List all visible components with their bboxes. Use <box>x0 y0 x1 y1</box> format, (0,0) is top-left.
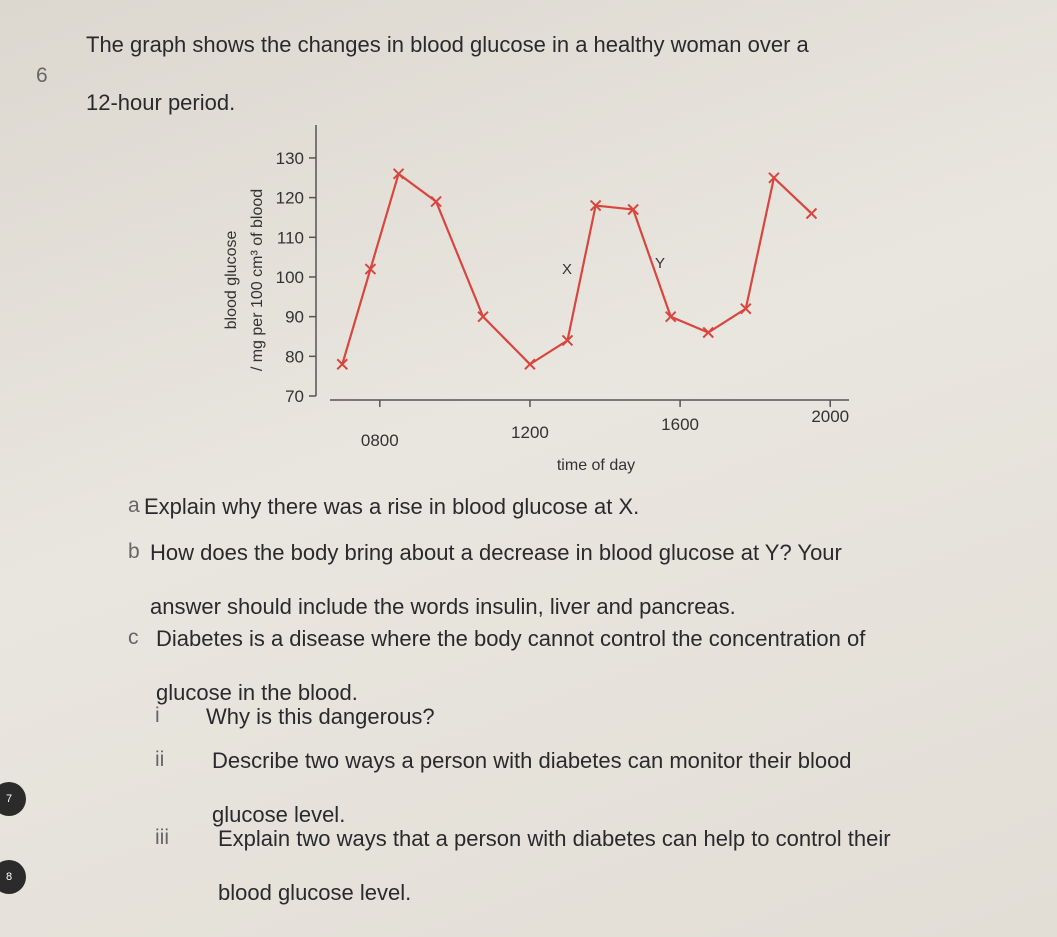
y-axis-label: blood glucose <box>223 231 240 330</box>
data-line <box>341 171 813 366</box>
y-tick-label: 110 <box>277 228 304 247</box>
data-point <box>477 310 489 323</box>
data-point <box>524 358 536 370</box>
part-label: a <box>128 494 140 517</box>
y-tick-label: 100 <box>276 268 304 287</box>
y-tick-label: 130 <box>276 149 304 168</box>
side-marker: 7 <box>0 782 26 816</box>
data-point <box>665 310 677 323</box>
part-text: answer should include the words insulin,… <box>150 594 736 619</box>
y-tick-label: 120 <box>276 189 304 208</box>
question-text: The graph shows the changes in blood glu… <box>86 32 809 57</box>
part-text: glucose in the blood. <box>156 680 358 705</box>
data-point <box>561 334 574 347</box>
data-point <box>805 207 818 220</box>
part-label: i <box>155 704 160 727</box>
data-point <box>627 203 639 216</box>
part-label: iii <box>155 826 169 849</box>
data-point <box>589 199 602 212</box>
x-axis-label: time of day <box>557 457 635 474</box>
data-point <box>430 195 442 208</box>
part-text: How does the body bring about a decrease… <box>150 540 842 565</box>
part-text: glucose level. <box>212 802 346 827</box>
data-point <box>336 358 348 370</box>
part-text: Explain why there was a rise in blood gl… <box>144 494 640 519</box>
part-text: Explain two ways that a person with diab… <box>218 826 891 851</box>
x-tick-label: 0800 <box>361 431 399 450</box>
annotation: Y <box>655 255 665 272</box>
part-label: ii <box>155 748 165 771</box>
y-tick-label: 80 <box>285 347 304 366</box>
x-tick-label: 1200 <box>511 423 549 442</box>
part-text: Why is this dangerous? <box>206 704 435 729</box>
data-point <box>768 172 780 184</box>
y-tick-label: 90 <box>285 308 304 327</box>
question-text: 12-hour period. <box>86 90 236 115</box>
part-text: Diabetes is a disease where the body can… <box>156 626 866 651</box>
part-text: blood glucose level. <box>218 880 412 905</box>
annotation: X <box>562 261 572 278</box>
question-number: 6 <box>36 64 48 87</box>
y-tick-label: 70 <box>285 387 304 406</box>
data-point <box>702 326 714 339</box>
part-label: b <box>128 540 140 563</box>
x-tick-label: 2000 <box>811 407 849 426</box>
y-axis-label: / mg per 100 cm³ of blood <box>249 189 266 371</box>
data-point <box>364 263 377 275</box>
side-marker: 8 <box>0 860 26 894</box>
part-text: Describe two ways a person with diabetes… <box>212 748 852 773</box>
data-point <box>740 303 752 315</box>
part-label: c <box>128 626 139 649</box>
x-tick-label: 1600 <box>661 415 699 434</box>
data-point <box>392 168 405 180</box>
